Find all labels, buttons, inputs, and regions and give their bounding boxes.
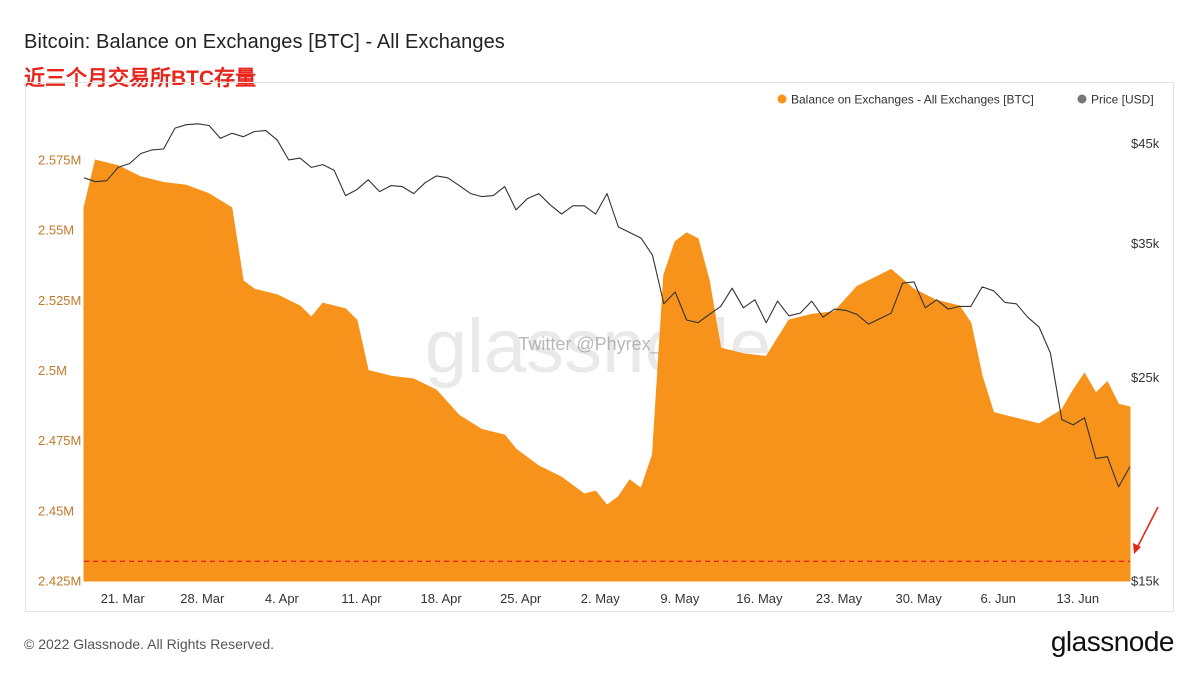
left-axis-tick-label: 2.45M <box>38 503 74 518</box>
left-axis-ticks: 2.425M 2.45M 2.475M 2.5M 2.525M 2.55M 2.575M <box>38 153 81 589</box>
left-axis-tick-label: 2.525M <box>38 293 81 308</box>
price-series-layer <box>83 123 1131 488</box>
x-axis-tick-label: 11. Apr <box>341 591 382 606</box>
legend-balance-label[interactable]: Balance on Exchanges - All Exchanges [BT… <box>791 93 1034 107</box>
x-axis-tick-label: 13. Jun <box>1056 591 1099 606</box>
right-axis-tick-label: $25k <box>1131 370 1160 385</box>
x-axis-tick-label: 28. Mar <box>180 591 225 606</box>
x-axis-tick-label: 4. Apr <box>265 591 300 606</box>
annotation-arrow <box>1136 506 1159 549</box>
balance-series-layer <box>83 159 1131 582</box>
chart-subtitle-annotation: 近三个月交易所BTC存量 <box>24 67 257 90</box>
legend-price-label[interactable]: Price [USD] <box>1091 93 1154 107</box>
brand-logo: glassnode <box>1050 626 1175 657</box>
x-axis-tick-label: 9. May <box>660 591 700 606</box>
legend-balance-marker <box>777 94 787 104</box>
x-axis-ticks: 21. Mar 28. Mar 4. Apr 11. Apr 18. Apr 25. Ap… <box>101 591 1099 606</box>
x-axis-tick-label: 30. May <box>895 591 942 606</box>
left-axis-tick-label: 2.425M <box>38 574 81 589</box>
left-axis-tick-label: 2.55M <box>38 223 74 238</box>
watermark-handle: Twitter @Phyrex_Ni <box>518 334 677 355</box>
annotation-arrow-layer <box>1133 506 1159 554</box>
right-axis-tick-label: $45k <box>1131 136 1160 151</box>
left-axis-tick-label: 2.475M <box>38 433 81 448</box>
x-axis-tick-label: 16. May <box>736 591 783 606</box>
x-axis-tick-label: 6. Jun <box>980 591 1015 606</box>
x-axis-tick-label: 25. Apr <box>500 591 542 606</box>
chart-panel <box>25 82 1174 612</box>
left-axis-tick-label: 2.575M <box>38 153 81 168</box>
right-axis-tick-label: $15k <box>1131 574 1160 589</box>
copyright-notice: © 2022 Glassnode. All Rights Reserved. <box>24 636 275 652</box>
chart-title: Bitcoin: Balance on Exchanges [BTC] - Al… <box>24 31 505 53</box>
left-axis-tick-label: 2.5M <box>38 363 67 378</box>
x-axis-tick-label: 2. May <box>581 591 621 606</box>
x-axis-tick-label: 18. Apr <box>420 591 462 606</box>
right-axis-tick-label: $35k <box>1131 236 1160 251</box>
annotation-arrow-head <box>1133 543 1141 554</box>
x-axis-tick-label: 21. Mar <box>101 591 146 606</box>
legend-price-marker <box>1077 94 1087 104</box>
x-axis-tick-label: 23. May <box>816 591 863 606</box>
right-axis-ticks: $15k $25k $35k $45k <box>1131 136 1160 588</box>
